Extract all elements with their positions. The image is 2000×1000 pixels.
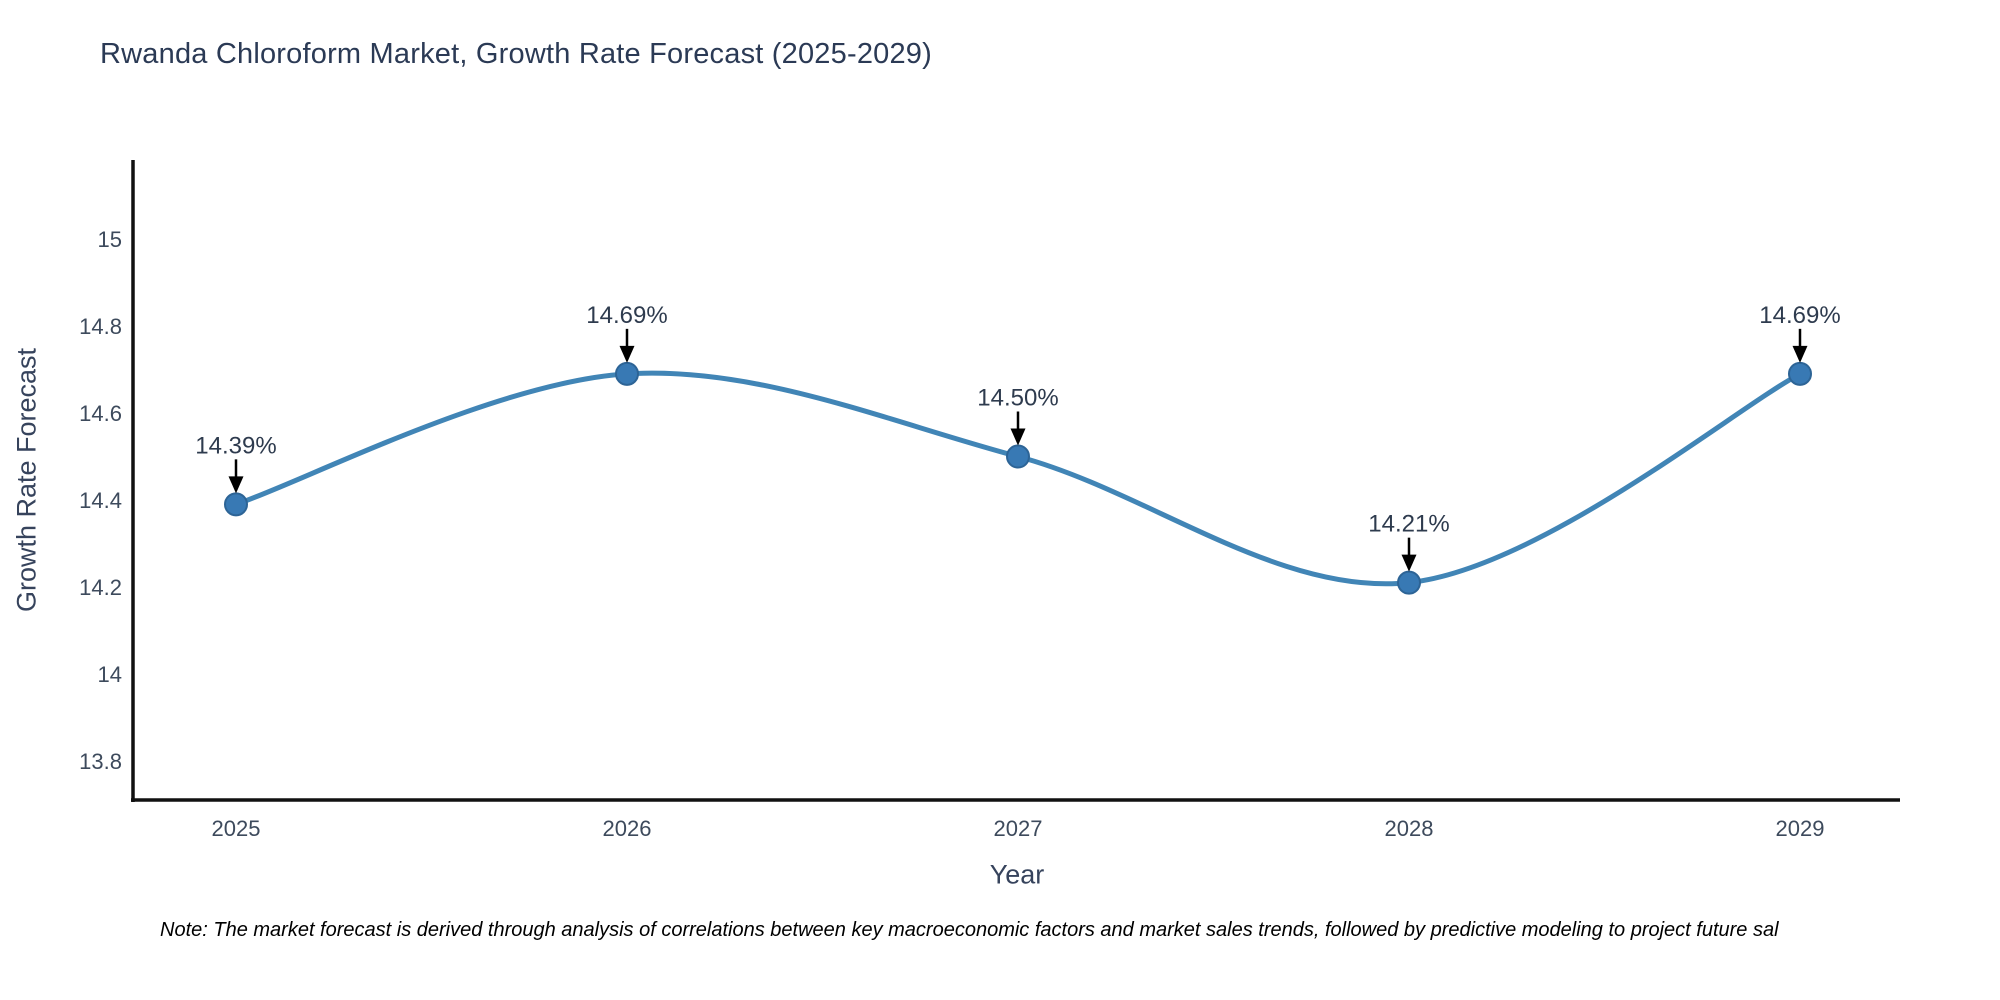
annotation-arrowhead-icon: [1010, 428, 1026, 446]
x-axis-title: Year: [989, 859, 1045, 890]
x-tick-label: 2029: [1776, 816, 1825, 841]
data-point-marker: [615, 361, 639, 386]
y-tick-label: 14.2: [79, 575, 122, 600]
y-tick-label: 15: [98, 227, 122, 252]
y-tick-label: 14: [98, 662, 122, 687]
y-tick-label: 14.4: [79, 488, 122, 513]
x-tick-label: 2028: [1385, 816, 1434, 841]
data-point-label: 14.69%: [1759, 302, 1840, 329]
footnote-text: Note: The market forecast is derived thr…: [160, 919, 1779, 941]
chart-title: Rwanda Chloroform Market, Growth Rate Fo…: [100, 38, 932, 70]
data-point-marker: [224, 492, 248, 517]
data-point-marker: [1788, 361, 1812, 386]
y-tick-label: 14.6: [79, 401, 122, 426]
annotation-arrowhead-icon: [1401, 554, 1417, 572]
annotation-arrowhead-icon: [619, 345, 635, 363]
data-point-label: 14.39%: [195, 432, 276, 459]
y-tick-label: 14.8: [79, 314, 122, 339]
x-tick-label: 2027: [994, 816, 1043, 841]
y-tick-label: 13.8: [79, 749, 122, 774]
data-point-label: 14.21%: [1368, 511, 1449, 538]
annotation-arrowhead-icon: [228, 476, 244, 494]
x-tick-label: 2026: [603, 816, 652, 841]
data-point-label: 14.69%: [586, 302, 667, 329]
x-tick-label: 2025: [212, 816, 261, 841]
data-point-marker: [1006, 444, 1030, 469]
annotation-arrowhead-icon: [1792, 345, 1808, 363]
data-point-label: 14.50%: [977, 385, 1058, 412]
data-point-marker: [1397, 570, 1421, 595]
